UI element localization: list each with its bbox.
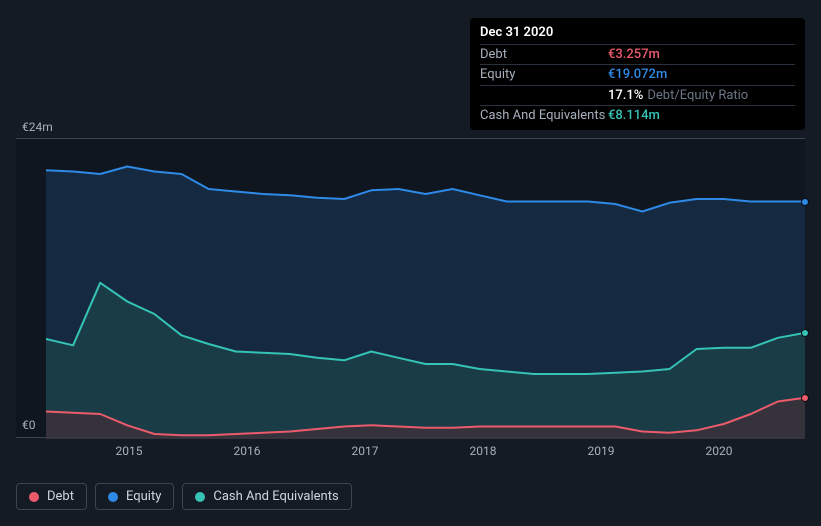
end-marker [801, 394, 809, 402]
x-tick-label: 2020 [706, 444, 733, 458]
chart-svg [46, 139, 805, 439]
legend-item[interactable]: Equity [95, 483, 174, 510]
legend-label: Cash And Equivalents [213, 489, 338, 504]
tooltip-date: Dec 31 2020 [480, 24, 795, 44]
tooltip-row-label: Debt [480, 46, 608, 64]
tooltip-row: Debt€3.257m [480, 44, 795, 65]
tooltip-row-label: Equity [480, 66, 608, 84]
x-tick-label: 2018 [470, 444, 497, 458]
tooltip-row-value: 17.1% [608, 87, 643, 105]
y-zero-label: €0 [22, 418, 36, 432]
legend-item[interactable]: Debt [16, 483, 87, 510]
end-marker [801, 329, 809, 337]
x-tick-label: 2017 [352, 444, 379, 458]
legend-swatch [29, 492, 39, 502]
x-tick-label: 2015 [116, 444, 143, 458]
tooltip-row-value: €3.257m [608, 46, 660, 64]
legend-swatch [195, 492, 205, 502]
tooltip-row: Equity€19.072m [480, 64, 795, 85]
x-tick-label: 2019 [588, 444, 615, 458]
tooltip-row-label [480, 87, 608, 105]
end-marker [801, 198, 809, 206]
chart: €24m €0 2015 2016 2017 2018 2019 2020 [16, 120, 805, 462]
legend-swatch [108, 492, 118, 502]
tooltip-rows: Debt€3.257mEquity€19.072m17.1%Debt/Equit… [480, 44, 795, 126]
legend: Debt Equity Cash And Equivalents [16, 483, 352, 510]
x-tick-label: 2016 [234, 444, 261, 458]
legend-label: Equity [126, 489, 161, 504]
tooltip-row-value: €19.072m [608, 66, 667, 84]
plot-area[interactable] [16, 138, 805, 438]
tooltip-row-extra: Debt/Equity Ratio [647, 87, 748, 105]
legend-item[interactable]: Cash And Equivalents [182, 483, 351, 510]
x-axis: 2015 2016 2017 2018 2019 2020 [16, 442, 805, 462]
tooltip-row: 17.1%Debt/Equity Ratio [480, 85, 795, 106]
legend-label: Debt [47, 489, 74, 504]
tooltip: Dec 31 2020 Debt€3.257mEquity€19.072m17.… [470, 18, 805, 130]
y-max-label: €24m [22, 120, 805, 134]
